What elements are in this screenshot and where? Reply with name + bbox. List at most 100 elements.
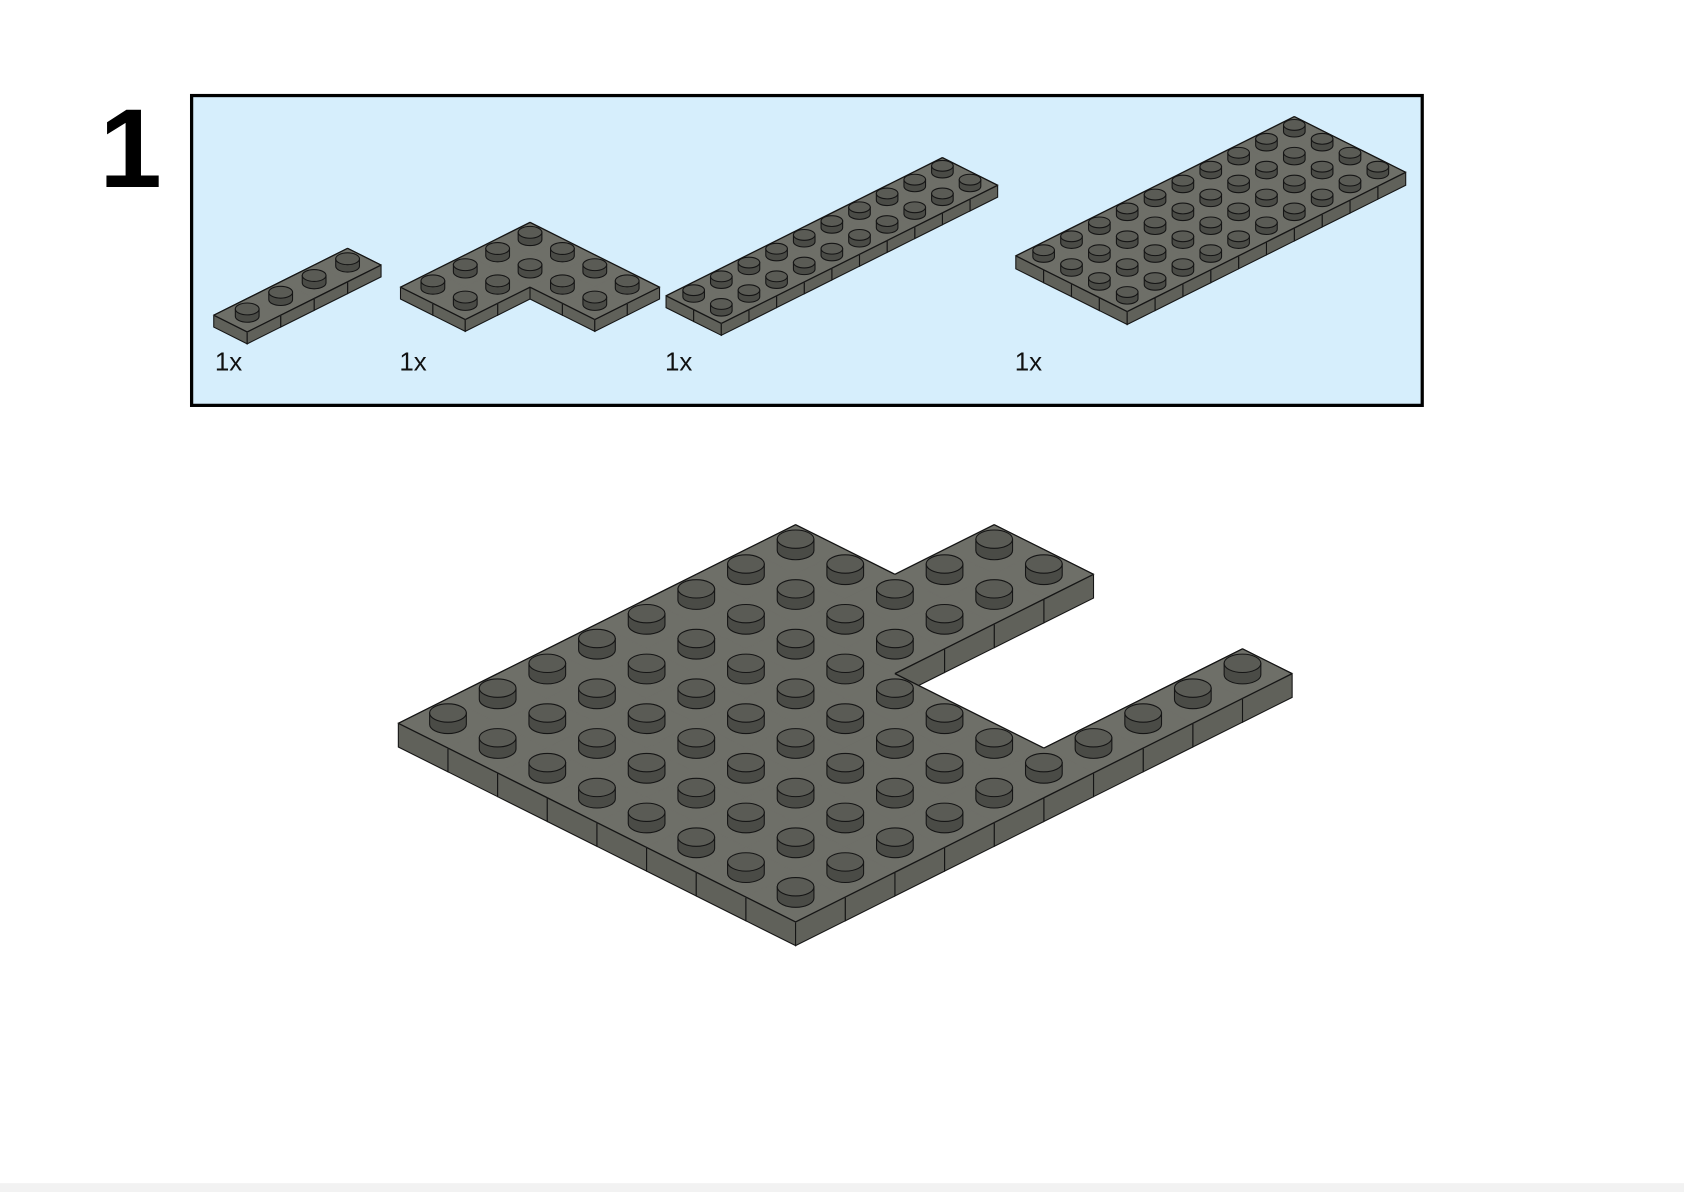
plate-edge bbox=[347, 264, 382, 283]
plate-edge bbox=[213, 297, 248, 316]
plate-edge bbox=[894, 648, 945, 675]
plate-edge bbox=[313, 247, 348, 266]
stud-top bbox=[1227, 202, 1250, 215]
plate-edge bbox=[213, 314, 248, 333]
stud-top bbox=[1115, 230, 1139, 243]
stud-top bbox=[682, 284, 706, 297]
plate-edge bbox=[745, 896, 796, 923]
plate-edge bbox=[1154, 171, 1184, 187]
stud-top bbox=[1088, 272, 1111, 285]
stud-top bbox=[1310, 188, 1334, 201]
plate-edge bbox=[795, 896, 846, 923]
plate-edge bbox=[944, 697, 995, 724]
stud-top bbox=[1227, 230, 1250, 243]
plate-edge bbox=[398, 722, 449, 749]
stud-top bbox=[452, 258, 478, 272]
stud-top bbox=[925, 603, 964, 624]
stud-top bbox=[1088, 216, 1111, 229]
stud-top bbox=[677, 678, 716, 698]
stud-top bbox=[727, 603, 765, 624]
plate-edge bbox=[447, 747, 498, 774]
stud-top bbox=[848, 201, 871, 214]
stud-top bbox=[528, 703, 567, 723]
stud-top bbox=[776, 728, 815, 748]
plate-edge bbox=[1099, 199, 1128, 215]
stud-top bbox=[1032, 244, 1055, 257]
stud-top bbox=[1338, 146, 1362, 159]
plate-edge bbox=[831, 253, 860, 269]
plate-edge bbox=[1071, 213, 1100, 229]
plate-edge bbox=[398, 697, 449, 724]
plate-edge bbox=[1242, 648, 1293, 675]
plate-edge bbox=[1015, 255, 1044, 271]
plate-edge bbox=[993, 722, 1045, 749]
stud-top bbox=[925, 752, 964, 773]
plate-edge bbox=[1043, 269, 1072, 285]
plate-edge bbox=[596, 822, 647, 848]
plate-edge bbox=[665, 281, 694, 297]
stud-top bbox=[820, 215, 844, 228]
plate-edge bbox=[447, 673, 498, 700]
plate-edge bbox=[596, 598, 647, 625]
stud-top bbox=[677, 728, 716, 748]
plate-edge bbox=[432, 254, 466, 272]
stud-top bbox=[429, 703, 467, 723]
plate-edge bbox=[969, 184, 998, 200]
stud-top bbox=[517, 258, 543, 272]
plate-edge bbox=[993, 598, 1045, 625]
model-plates bbox=[397, 524, 1294, 947]
stud-top bbox=[582, 290, 608, 304]
plate-edge bbox=[894, 548, 945, 575]
plate-edge bbox=[886, 170, 916, 186]
stud-top bbox=[727, 852, 765, 872]
plate-edge bbox=[721, 309, 750, 325]
plate-edge bbox=[1126, 297, 1156, 313]
plate-edge bbox=[859, 239, 888, 255]
stud-top bbox=[1171, 258, 1195, 271]
plate-edge bbox=[942, 157, 971, 173]
plate-edge bbox=[562, 302, 596, 321]
parts-layer bbox=[212, 115, 1407, 345]
stud-top bbox=[826, 752, 865, 773]
stud-top bbox=[1310, 160, 1334, 173]
stud-top bbox=[792, 228, 816, 241]
part-quantity: 1x bbox=[399, 348, 426, 376]
stud-top bbox=[1171, 174, 1195, 187]
stud-top bbox=[582, 258, 608, 272]
plate-edge bbox=[1377, 171, 1406, 187]
plate-edge bbox=[1043, 722, 1094, 749]
stud-top bbox=[1024, 752, 1063, 773]
stud-top bbox=[876, 777, 914, 798]
stud-top bbox=[1060, 230, 1083, 243]
plate-edge bbox=[748, 239, 777, 255]
stud-top bbox=[578, 728, 616, 748]
stud-top bbox=[727, 802, 765, 823]
plate-edge bbox=[745, 524, 796, 551]
stud-top bbox=[727, 703, 765, 723]
plate-edge bbox=[1142, 673, 1194, 700]
plate-edge bbox=[1043, 772, 1094, 799]
plate-edge bbox=[894, 846, 945, 873]
plate-edge bbox=[497, 648, 548, 675]
stud-top bbox=[876, 628, 914, 649]
stud-top bbox=[727, 752, 765, 773]
plate-edge bbox=[464, 238, 498, 256]
stud-top bbox=[1255, 160, 1278, 173]
plate-edge bbox=[1142, 722, 1194, 749]
plate-edge bbox=[246, 281, 281, 300]
plate-edge bbox=[886, 226, 916, 242]
stud-top bbox=[826, 653, 865, 674]
stud-top bbox=[975, 579, 1014, 599]
plate-edge bbox=[695, 871, 747, 898]
stud-top bbox=[335, 252, 361, 266]
stud-top bbox=[925, 703, 964, 723]
plate-edge bbox=[529, 286, 563, 304]
plate-edge bbox=[993, 524, 1045, 551]
stud-top bbox=[737, 256, 761, 269]
stud-top bbox=[975, 777, 1014, 798]
plate-edge bbox=[844, 548, 896, 575]
plate-edge bbox=[1093, 747, 1144, 774]
plate-edge bbox=[914, 212, 943, 228]
stud-top bbox=[578, 777, 616, 798]
